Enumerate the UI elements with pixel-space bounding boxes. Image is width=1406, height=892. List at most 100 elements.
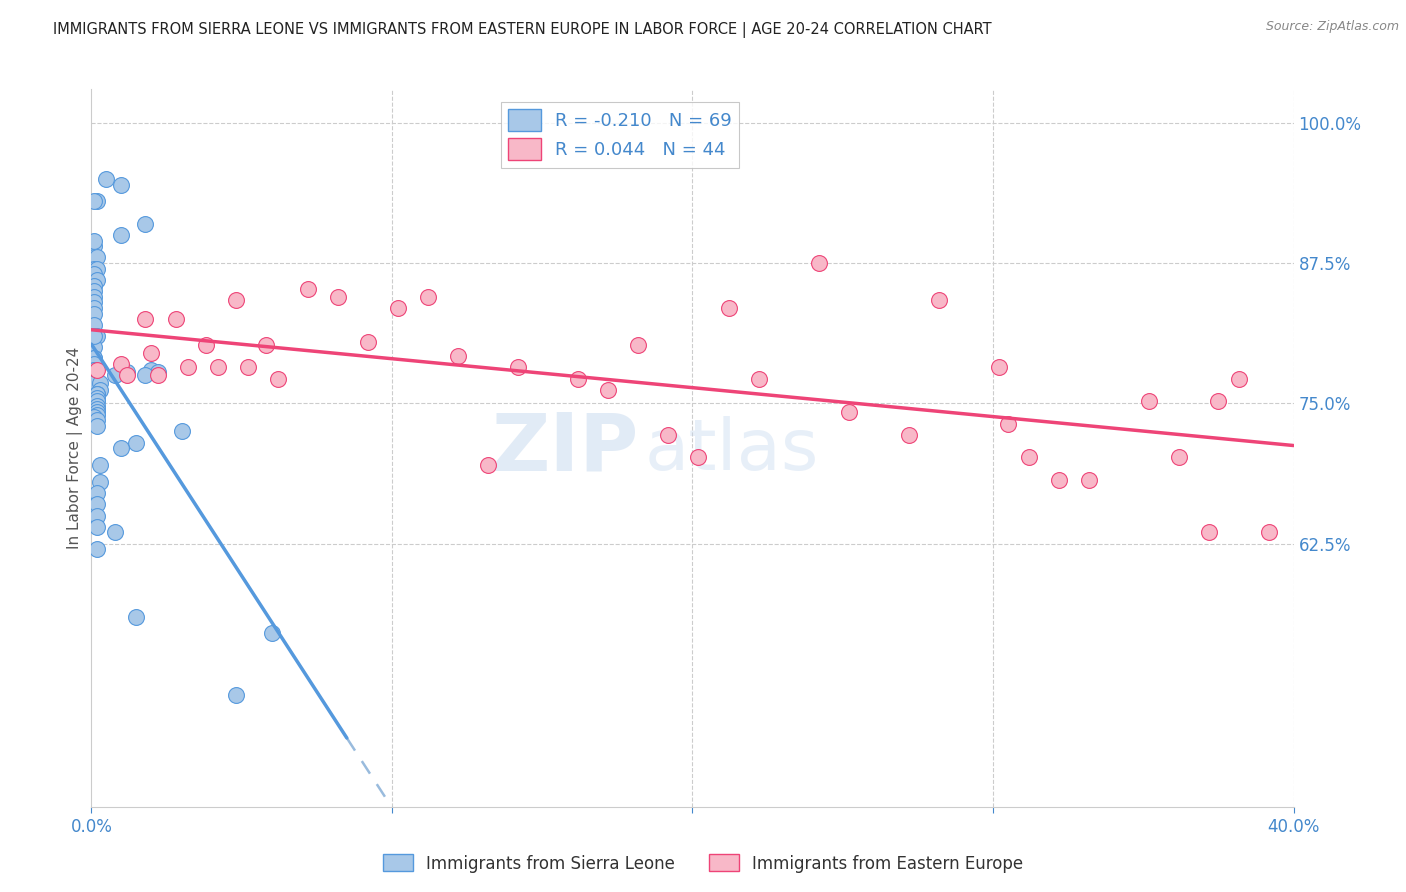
Point [89, 376, 111, 391]
Point [207, 360, 229, 375]
Point [83, 318, 105, 332]
Point [260, 626, 283, 640]
Point [110, 357, 132, 371]
Point [508, 360, 530, 375]
Point [117, 365, 139, 379]
Point [89, 475, 111, 489]
Point [326, 290, 349, 304]
Point [83, 261, 105, 276]
Point [83, 374, 105, 388]
Point [1137, 394, 1160, 409]
Point [748, 372, 770, 386]
Point [194, 338, 217, 352]
Point [83, 194, 105, 209]
Point [83, 368, 105, 383]
Point [86, 261, 108, 276]
Point [170, 425, 193, 439]
Y-axis label: In Labor Force | Age 20-24: In Labor Force | Age 20-24 [67, 347, 83, 549]
Point [1018, 450, 1040, 465]
Point [141, 346, 163, 360]
Point [838, 405, 860, 419]
Point [225, 293, 247, 307]
Point [86, 401, 108, 416]
Point [928, 293, 950, 307]
Text: IMMIGRANTS FROM SIERRA LEONE VS IMMIGRANTS FROM EASTERN EUROPE IN LABOR FORCE | : IMMIGRANTS FROM SIERRA LEONE VS IMMIGRAN… [53, 22, 993, 38]
Point [387, 301, 409, 315]
Point [110, 228, 132, 243]
Point [86, 413, 108, 427]
Point [1078, 473, 1101, 487]
Point [86, 399, 108, 413]
Point [688, 450, 710, 465]
Point [86, 251, 108, 265]
Point [225, 688, 247, 702]
Point [86, 508, 108, 523]
Point [83, 351, 105, 366]
Point [83, 295, 105, 310]
Point [447, 349, 470, 363]
Point [86, 542, 108, 557]
Point [567, 372, 589, 386]
Point [86, 387, 108, 401]
Point [86, 273, 108, 287]
Point [83, 362, 105, 376]
Point [477, 458, 499, 472]
Point [297, 282, 319, 296]
Point [86, 391, 108, 405]
Point [83, 284, 105, 298]
Point [1198, 525, 1220, 540]
Point [86, 408, 108, 422]
Point [83, 278, 105, 293]
Point [89, 383, 111, 397]
Point [1047, 473, 1070, 487]
Point [267, 372, 290, 386]
Point [89, 458, 111, 472]
Point [146, 365, 169, 379]
Text: ZIP: ZIP [491, 409, 638, 487]
Point [165, 312, 187, 326]
Point [83, 239, 105, 253]
Point [627, 338, 650, 352]
Point [110, 442, 132, 456]
Point [1258, 525, 1281, 540]
Point [83, 351, 105, 366]
Point [1229, 372, 1251, 386]
Point [83, 234, 105, 248]
Text: atlas: atlas [644, 416, 818, 485]
Point [1208, 394, 1230, 409]
Point [134, 217, 156, 231]
Point [83, 362, 105, 376]
Legend: R = -0.210   N = 69, R = 0.044   N = 44: R = -0.210 N = 69, R = 0.044 N = 44 [502, 102, 740, 168]
Point [988, 360, 1011, 375]
Point [83, 268, 105, 282]
Legend: Immigrants from Sierra Leone, Immigrants from Eastern Europe: Immigrants from Sierra Leone, Immigrants… [377, 847, 1029, 880]
Point [86, 387, 108, 401]
Point [110, 178, 132, 192]
Point [83, 290, 105, 304]
Point [86, 418, 108, 433]
Point [146, 368, 169, 383]
Point [236, 360, 259, 375]
Point [997, 417, 1019, 431]
Point [83, 409, 105, 424]
Point [83, 376, 105, 391]
Point [86, 520, 108, 534]
Point [717, 301, 740, 315]
Point [86, 329, 108, 343]
Point [86, 362, 108, 376]
Point [134, 368, 156, 383]
Point [1168, 450, 1191, 465]
Point [83, 368, 105, 383]
Point [141, 362, 163, 376]
Point [125, 435, 148, 450]
Point [86, 394, 108, 409]
Point [657, 427, 679, 442]
Point [104, 525, 127, 540]
Point [598, 383, 620, 397]
Point [83, 251, 105, 265]
Point [897, 427, 920, 442]
Point [83, 329, 105, 343]
Point [83, 368, 105, 383]
Point [134, 312, 156, 326]
Text: Source: ZipAtlas.com: Source: ZipAtlas.com [1265, 20, 1399, 33]
